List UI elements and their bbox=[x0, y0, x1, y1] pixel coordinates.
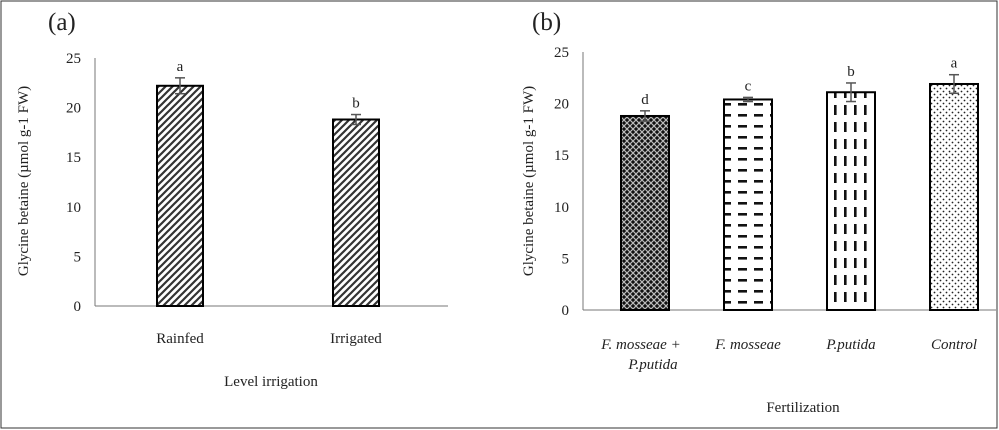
panel-b-bar bbox=[929, 82, 979, 311]
panel-a-y-tick-label: 15 bbox=[66, 150, 81, 166]
panel-b-y-tick-label: 20 bbox=[554, 97, 569, 113]
panel-a-y-tick-label: 10 bbox=[66, 200, 81, 216]
panel-a-significance-letter: a bbox=[177, 59, 184, 75]
panel-b-y-tick-label: 0 bbox=[562, 303, 570, 319]
panel-a-y-tick-label: 5 bbox=[74, 249, 82, 265]
panel-b-y-tick-label: 15 bbox=[554, 148, 569, 164]
panel-b-chart: 0 5 10 15 20 25 d F. mosseae + P.putida c F. mosse… bbox=[554, 45, 996, 373]
panel-b-label: (b) bbox=[532, 9, 561, 36]
panel-b-significance-letter: d bbox=[641, 92, 649, 108]
panel-a-bar bbox=[156, 84, 204, 307]
panel-a-category-label: Rainfed bbox=[156, 331, 204, 347]
panel-b-significance-letter: b bbox=[847, 64, 855, 80]
panel-b-category-label: F. mosseae + bbox=[600, 337, 680, 353]
panel-b-bar bbox=[620, 114, 670, 312]
panel-b-bar bbox=[826, 91, 876, 311]
panel-b-category-label: P.putida bbox=[627, 357, 677, 373]
panel-b-bar bbox=[723, 98, 773, 311]
panel-a-chart: 0 5 10 15 20 25 a Rainfed b Irrigated bbox=[66, 51, 448, 347]
panel-a-category-label: Irrigated bbox=[330, 331, 382, 347]
panel-a-y-axis-title: Glycine betaine (µmol g-1 FW) bbox=[16, 86, 32, 276]
panel-b-category-label: F. mosseae bbox=[714, 337, 781, 353]
panel-b-y-tick-label: 25 bbox=[554, 45, 569, 61]
panel-b-x-axis-title: Fertilization bbox=[766, 400, 840, 416]
panel-b-category-label: P.putida bbox=[825, 337, 875, 353]
panel-b-y-tick-label: 10 bbox=[554, 200, 569, 216]
panel-b-significance-letter: c bbox=[745, 78, 752, 94]
panel-a-label: (a) bbox=[48, 9, 76, 36]
panel-a-bar bbox=[332, 118, 380, 307]
panel-b-y-tick-label: 5 bbox=[562, 251, 570, 267]
panel-a-y-tick-label: 25 bbox=[66, 51, 81, 67]
panel-b-significance-letter: a bbox=[951, 56, 958, 72]
panel-a-significance-letter: b bbox=[352, 96, 360, 112]
panel-b-category-label: Control bbox=[931, 337, 977, 353]
panel-a-y-tick-label: 0 bbox=[74, 299, 82, 315]
panel-b-y-axis-title: Glycine betaine (µmol g-1 FW) bbox=[521, 86, 537, 276]
panel-a-x-axis-title: Level irrigation bbox=[224, 374, 318, 390]
panel-a-y-tick-label: 20 bbox=[66, 101, 81, 117]
